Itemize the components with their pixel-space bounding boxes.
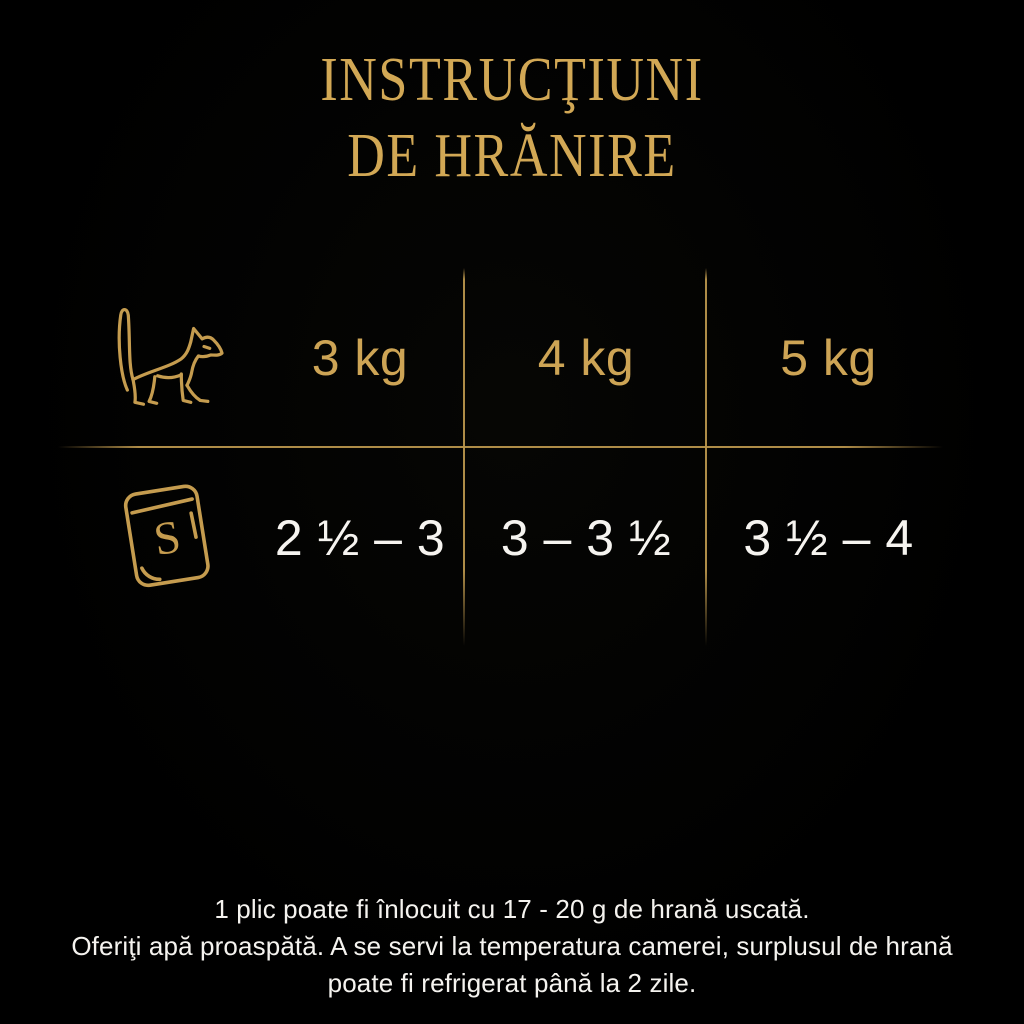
title-line-2: DE HRĂNIRE: [347, 122, 677, 190]
table-row-divider: [58, 446, 952, 448]
title-line-1: INSTRUCŢIUNI: [320, 46, 704, 114]
footer-notes: 1 plic poate fi înlocuit cu 17 - 20 g de…: [0, 891, 1024, 1002]
page-title: INSTRUCŢIUNI DE HRĂNIRE: [82, 42, 942, 194]
serving-4kg: 3 – 3 ½: [500, 510, 672, 566]
footer-line-2: Oferiţi apă proaspătă. A se servi la tem…: [71, 931, 953, 961]
table-column-divider-2: [705, 268, 707, 646]
footer-line-3: poate fi refrigerat până la 2 zile.: [327, 968, 697, 998]
footer-line-1: 1 plic poate fi înlocuit cu 17 - 20 g de…: [214, 894, 810, 924]
pouch-icon: S: [121, 483, 217, 594]
weight-header-3kg: 3 kg: [311, 329, 409, 386]
serving-5kg: 3 ½ – 4: [743, 510, 914, 566]
weight-header-4kg: 4 kg: [537, 329, 635, 386]
table-column-divider-1: [463, 268, 465, 646]
pouch-letter: S: [150, 510, 184, 565]
cat-icon: [98, 296, 240, 419]
weight-header-5kg: 5 kg: [780, 329, 877, 386]
serving-3kg: 2 ½ – 3: [274, 510, 446, 566]
feeding-table: 3 kg 4 kg 5 kg S 2 ½ – 3 3 – 3 ½ 3 ½ – 4: [60, 269, 950, 630]
